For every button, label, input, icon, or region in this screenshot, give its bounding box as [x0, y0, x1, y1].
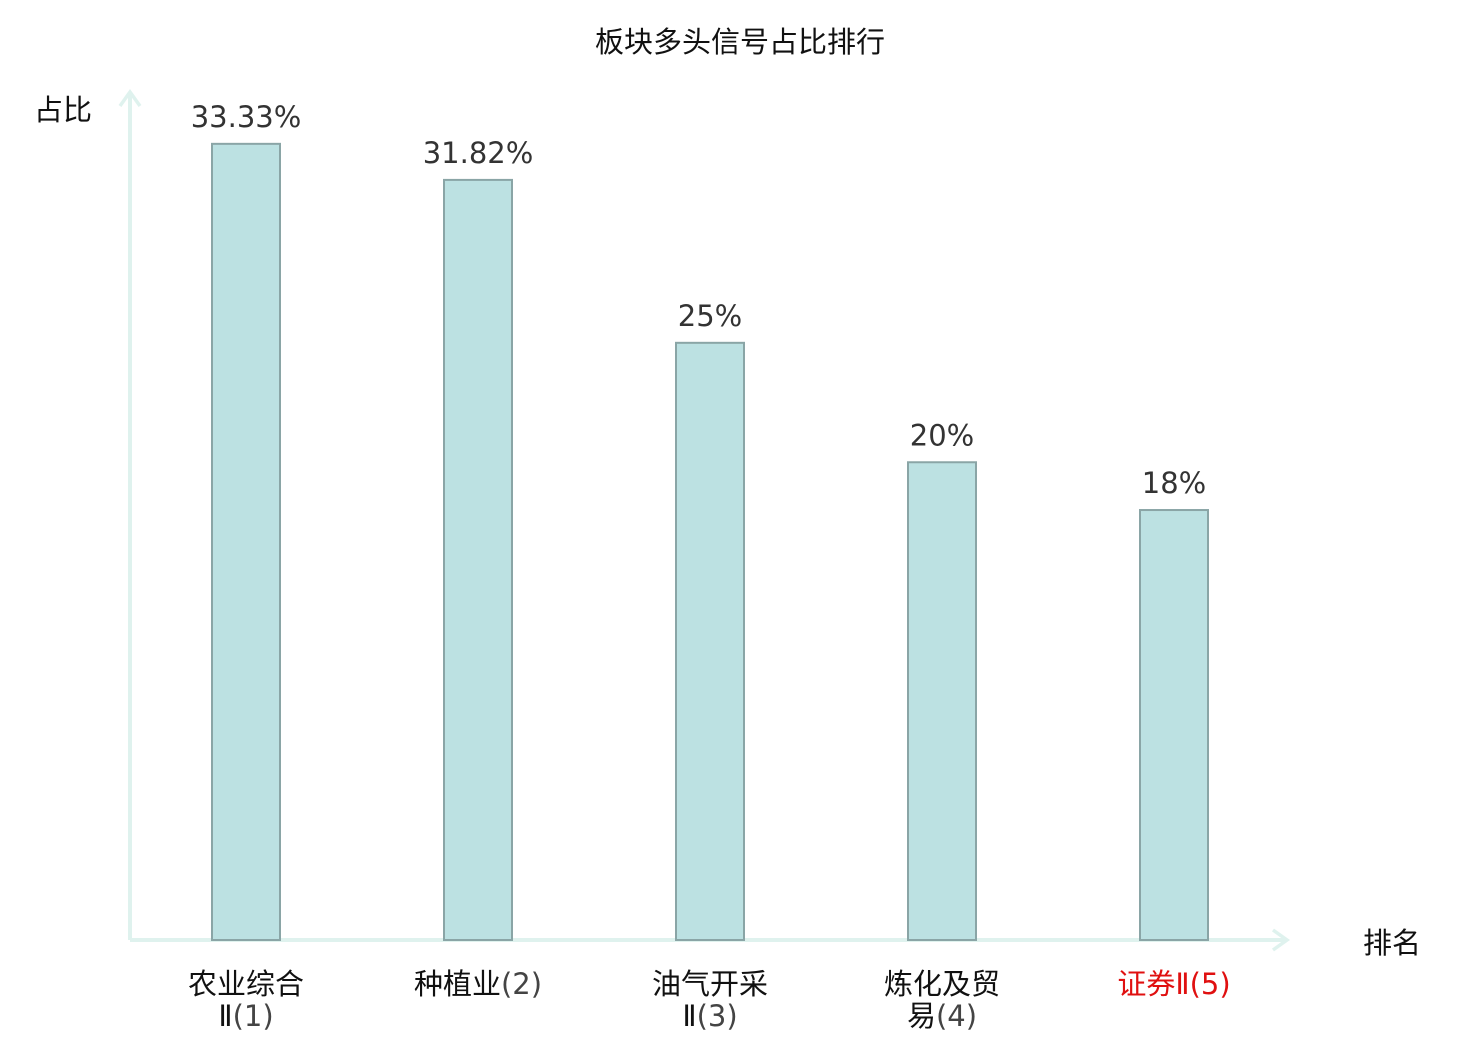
category-labels: 农业综合 Ⅱ(1) 种植业(2) 油气开采 Ⅱ(3) 炼化及贸易(4) 证券Ⅱ(5) [188, 967, 1231, 1033]
x-axis-arrow-icon [1271, 928, 1291, 952]
value-label-1: 33.33% [191, 100, 302, 134]
value-label-3: 25% [678, 299, 742, 333]
bar-4 [907, 461, 977, 941]
chart-title: 板块多头信号占比排行 [595, 25, 885, 59]
bar-3 [675, 341, 745, 941]
category-label-2: 种植业(2) [414, 967, 542, 1001]
value-label-4: 20% [910, 418, 974, 452]
category-label-3: 油气开采 Ⅱ(3) [652, 967, 768, 1033]
bar-series [211, 142, 1209, 942]
bar-1 [211, 142, 281, 941]
y-axis-arrow-icon [118, 88, 142, 108]
category-label-5: 证券Ⅱ(5) [1117, 967, 1230, 1001]
y-axis-label: 占比 [34, 93, 92, 127]
category-label-4: 炼化及贸易(4) [884, 967, 1000, 1033]
bar-2 [443, 178, 513, 942]
value-labels: 33.33% 31.82% 25% 20% 18% [191, 100, 1207, 500]
value-label-5: 18% [1142, 466, 1206, 500]
x-axis-label: 排名 [1363, 926, 1421, 960]
value-label-2: 31.82% [423, 136, 534, 170]
category-label-1: 农业综合 Ⅱ(1) [188, 967, 304, 1033]
bar-5 [1139, 509, 1209, 941]
